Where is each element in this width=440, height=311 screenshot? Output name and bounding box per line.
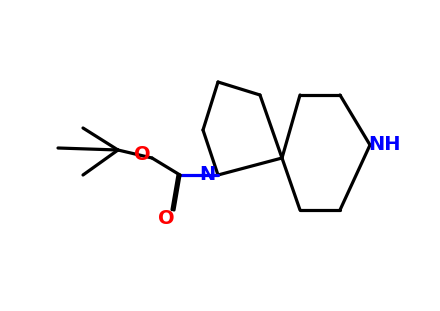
Text: N: N (199, 165, 215, 184)
Text: NH: NH (369, 136, 401, 155)
Text: O: O (134, 146, 150, 165)
Text: O: O (158, 208, 174, 228)
